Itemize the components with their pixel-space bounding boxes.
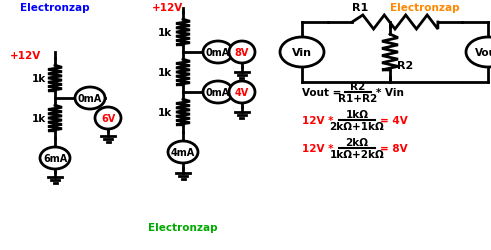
Ellipse shape — [280, 38, 324, 68]
Ellipse shape — [168, 142, 198, 163]
Text: +12V: +12V — [10, 51, 41, 61]
Text: 12V *: 12V * — [302, 144, 333, 154]
Text: 6mA: 6mA — [43, 154, 67, 163]
Text: 2kΩ+1kΩ: 2kΩ+1kΩ — [329, 122, 384, 132]
Ellipse shape — [203, 82, 233, 104]
Ellipse shape — [229, 42, 255, 64]
Text: Electronzap: Electronzap — [148, 222, 218, 232]
Text: Electronzap: Electronzap — [390, 3, 460, 13]
Text: 12V *: 12V * — [302, 116, 333, 126]
Text: * Vin: * Vin — [376, 88, 404, 98]
Text: +12V: +12V — [152, 3, 183, 13]
Text: 4mA: 4mA — [171, 148, 195, 157]
Text: 1kΩ: 1kΩ — [346, 110, 369, 120]
Ellipse shape — [40, 148, 70, 169]
Text: 8V: 8V — [235, 48, 249, 58]
Text: = 4V: = 4V — [380, 116, 408, 126]
Text: R2: R2 — [397, 61, 413, 71]
Text: 0mA: 0mA — [206, 48, 230, 58]
Text: 1kΩ+2kΩ: 1kΩ+2kΩ — [329, 150, 384, 159]
Ellipse shape — [229, 82, 255, 104]
Text: 1k: 1k — [158, 68, 172, 78]
Text: 1k: 1k — [32, 74, 46, 84]
Text: 6V: 6V — [101, 114, 115, 124]
Text: Vout =: Vout = — [302, 88, 345, 98]
Text: 4V: 4V — [235, 88, 249, 98]
Text: 1k: 1k — [32, 114, 46, 124]
Text: 0mA: 0mA — [78, 94, 102, 104]
Ellipse shape — [95, 108, 121, 130]
Text: Vout: Vout — [474, 48, 491, 58]
Text: Vin: Vin — [292, 48, 312, 58]
Text: 1k: 1k — [158, 108, 172, 118]
Ellipse shape — [75, 88, 105, 110]
Ellipse shape — [466, 38, 491, 68]
Text: R2: R2 — [351, 82, 366, 92]
Text: Electronzap: Electronzap — [20, 3, 90, 13]
Text: 1k: 1k — [158, 28, 172, 38]
Text: 0mA: 0mA — [206, 88, 230, 98]
Text: R1+R2: R1+R2 — [338, 94, 378, 104]
Text: R1: R1 — [352, 3, 368, 13]
Ellipse shape — [203, 42, 233, 64]
Text: = 8V: = 8V — [380, 144, 408, 154]
Text: 2kΩ: 2kΩ — [346, 138, 369, 147]
